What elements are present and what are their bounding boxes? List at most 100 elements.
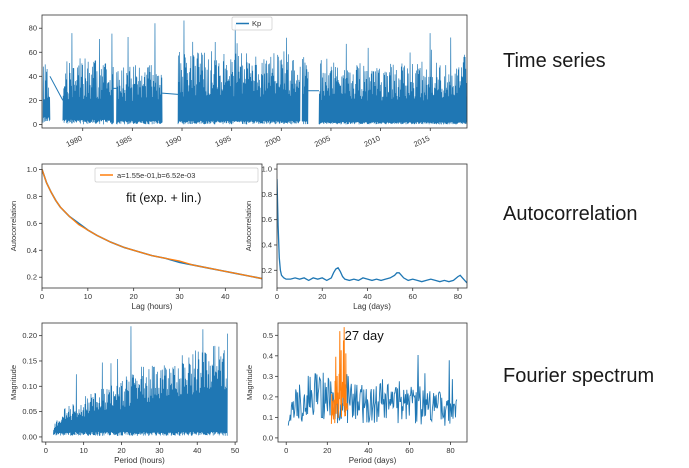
acf-hours-line [42, 169, 262, 280]
y-tick-label: 0.2 [27, 273, 37, 282]
fft-days-27-day-highlight [330, 327, 349, 424]
x-tick-label: 2015 [412, 134, 431, 149]
row-label-time-series: Time series [503, 50, 606, 72]
x-tick-label: 0 [284, 446, 288, 455]
legend-box [94, 167, 259, 183]
y-tick-label: 1.0 [262, 165, 272, 174]
x-tick-label: 80 [454, 292, 462, 301]
y-tick-label: 0.8 [262, 190, 272, 199]
series-kp [42, 20, 467, 125]
x-tick-label: 20 [117, 446, 125, 455]
annotation-fit: fit (exp. + lin.) [126, 191, 201, 205]
legend-entry: a=1.55e-01,b=6.52e-03 [117, 171, 195, 180]
fft-hours-line [53, 326, 228, 436]
y-tick-label: 0.2 [262, 266, 272, 275]
x-tick-label: 2010 [363, 134, 382, 149]
acf_days-axes: 0.2 0.4 0.6 0.8 1.0 0 20 40 60 80 Lag (days) Autoco… [244, 165, 462, 311]
y-tick-label: 40 [29, 72, 37, 81]
x-tick-label: 2005 [313, 134, 332, 149]
y-tick-label: 0.4 [27, 246, 37, 255]
x-tick-label: 1990 [164, 134, 183, 149]
legend-kp: Kp [231, 16, 273, 31]
kp-segment [42, 64, 51, 123]
y-tick-label: 0.2 [263, 392, 273, 401]
x-tick-label: 20 [129, 292, 137, 301]
x-tick-label: 40 [363, 292, 371, 301]
y-tick-label: 1.0 [27, 165, 37, 174]
x-axis-label: Lag (hours) [132, 302, 173, 311]
x-tick-label: 1985 [114, 134, 133, 149]
y-tick-label: 0.6 [262, 215, 272, 224]
x-tick-label: 60 [409, 292, 417, 301]
kp-segment [62, 33, 114, 125]
y-tick-label: 0.15 [22, 356, 37, 365]
row-label-autocorrelation: Autocorrelation [503, 203, 638, 225]
x-tick-label: 1995 [214, 134, 233, 149]
acf-hours-fit-line [42, 169, 262, 280]
kp-gap-connector [49, 76, 64, 101]
x-axis-label: Period (days) [349, 456, 397, 465]
x-tick-label: 20 [318, 292, 326, 301]
acf_hours-axes: 0.2 0.4 0.6 0.8 1.0 0 10 20 30 40 Lag (hours) Autoc… [9, 165, 230, 311]
kp-segment [301, 57, 309, 125]
acf_hours-frame [41, 163, 263, 289]
legend-entry: Kp [252, 19, 261, 28]
y-tick-label: 0.8 [27, 192, 37, 201]
kp-segment [318, 33, 467, 125]
x-tick-label: 10 [79, 446, 87, 455]
x-tick-label: 0 [275, 292, 279, 301]
x-tick-label: 30 [175, 292, 183, 301]
kp-gap-connector [162, 92, 179, 95]
x-tick-label: 0 [40, 292, 44, 301]
y-tick-label: 0.4 [262, 240, 272, 249]
acf_days-frame [276, 163, 468, 289]
y-axis-label: Autocorrelation [244, 201, 253, 251]
x-axis-label: Lag (days) [353, 302, 391, 311]
fft_hours-axes: 0.00 0.05 0.10 0.15 0.20 0 10 20 30 40 50 Period (h… [9, 331, 239, 465]
y-tick-label: 0.20 [22, 331, 37, 340]
x-tick-label: 10 [84, 292, 92, 301]
x-tick-label: 2000 [263, 134, 282, 149]
legend-box [231, 16, 273, 31]
annotation-27-day: 27 day [345, 328, 385, 343]
y-tick-label: 0.05 [22, 407, 37, 416]
y-axis-label: Magnitude [245, 365, 254, 400]
y-tick-label: 0 [33, 120, 37, 129]
y-tick-label: 20 [29, 96, 37, 105]
y-tick-label: 0.5 [263, 331, 273, 340]
x-tick-label: 20 [323, 446, 331, 455]
y-axis-label: Autocorrelation [9, 201, 18, 251]
acf-days-line [277, 179, 467, 284]
fft_hours-frame [41, 322, 238, 443]
y-tick-label: 60 [29, 48, 37, 57]
kp-segment [177, 20, 301, 125]
legend-fit: a=1.55e-01,b=6.52e-03 [94, 167, 259, 183]
y-axis-label: Magnitude [9, 365, 18, 400]
y-tick-label: 0.3 [263, 372, 273, 381]
x-axis-label: Period (hours) [114, 456, 165, 465]
y-tick-label: 0.4 [263, 351, 273, 360]
x-tick-label: 40 [364, 446, 372, 455]
x-tick-label: 0 [44, 446, 48, 455]
y-tick-label: 0.6 [27, 219, 37, 228]
x-tick-label: 30 [155, 446, 163, 455]
timeseries-axes: 0 20 40 60 80 1980 1985 1990 1995 2000 2005 2010 201… [29, 24, 431, 149]
fft_days-axes: 0.0 0.1 0.2 0.3 0.4 0.5 0 20 40 60 80 Period (days)… [245, 331, 455, 465]
x-tick-label: 40 [221, 292, 229, 301]
kp-segment [116, 23, 163, 125]
y-tick-label: 0.00 [22, 432, 37, 441]
x-tick-label: 80 [446, 446, 454, 455]
x-tick-label: 1980 [65, 134, 84, 149]
y-tick-label: 0.0 [263, 433, 273, 442]
row-label-fourier-spectrum: Fourier spectrum [503, 365, 655, 387]
x-tick-label: 50 [231, 446, 239, 455]
y-tick-label: 80 [29, 24, 37, 33]
fft-days-line [287, 355, 458, 426]
x-tick-label: 40 [193, 446, 201, 455]
x-tick-label: 60 [405, 446, 413, 455]
y-tick-label: 0.10 [22, 382, 37, 391]
y-tick-label: 0.1 [263, 413, 273, 422]
timeseries-frame [41, 14, 468, 129]
fft_days-frame [277, 322, 468, 443]
